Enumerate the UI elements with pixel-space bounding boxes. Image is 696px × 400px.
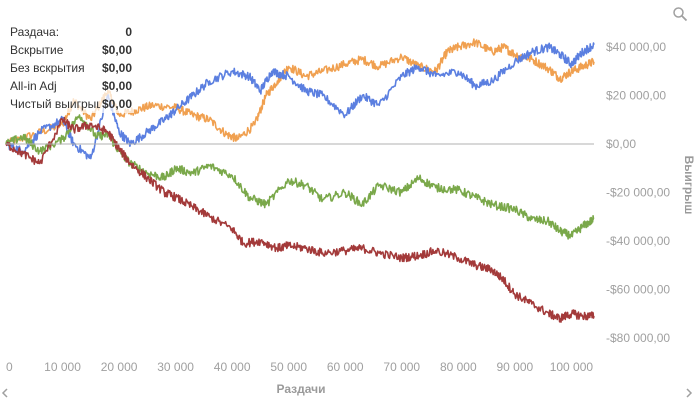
legend-row-allin-adj: All-in Adj $0,00 (6, 77, 134, 95)
x-tick-label: 80 000 (440, 360, 477, 374)
y-tick-label: -$80 000,00 (606, 331, 670, 345)
legend-label: Раздача: (10, 25, 60, 39)
legend-row-non-showdown: Без вскрытия $0,00 (6, 59, 134, 77)
x-tick-label: 0 (6, 360, 13, 374)
legend-value: $0,00 (101, 61, 132, 75)
legend-row-hand: Раздача: 0 (6, 23, 134, 41)
y-tick-label: -$20 000,00 (606, 186, 670, 200)
x-tick-label: 40 000 (214, 360, 251, 374)
x-tick-label: 60 000 (327, 360, 364, 374)
y-tick-label: -$40 000,00 (606, 234, 670, 248)
legend-label: Без вскрытия (10, 61, 85, 75)
legend-label: Чистый выигрыш (10, 97, 100, 111)
x-axis-title: Раздачи (277, 382, 326, 396)
series-line-2 (5, 114, 595, 240)
legend-value: 0 (125, 25, 132, 39)
x-tick-label: 10 000 (44, 360, 81, 374)
y-tick-label: $40 000,00 (606, 40, 666, 54)
legend-label: All-in Adj (10, 79, 57, 93)
y-axis-ticks: $40 000,00 $20 000,00 $0,00 -$20 000,00 -$40… (606, 40, 670, 345)
y-tick-label: $0,00 (606, 137, 636, 151)
chevron-right-icon[interactable] (684, 388, 694, 398)
series-line-0 (5, 38, 595, 146)
x-tick-label: 70 000 (383, 360, 420, 374)
x-tick-label: 90 000 (496, 360, 533, 374)
legend-row-net-won: Чистый выигрыш $0,00 (6, 95, 134, 113)
legend-value: $0,00 (101, 97, 132, 111)
zoom-icon[interactable] (672, 6, 688, 22)
legend-tooltip: Раздача: 0 Вскрытие $0,00 Без вскрытия $… (6, 23, 134, 113)
legend-value: $0,00 (101, 43, 132, 57)
chevron-left-icon[interactable] (0, 388, 10, 398)
legend-row-showdown: Вскрытие $0,00 (6, 41, 134, 59)
legend-label: Вскрытие (10, 43, 64, 57)
y-tick-label: -$60 000,00 (606, 282, 670, 296)
legend-value: $0,00 (101, 79, 132, 93)
x-tick-label: 30 000 (157, 360, 194, 374)
x-tick-label: 20 000 (101, 360, 138, 374)
y-tick-label: $20 000,00 (606, 89, 666, 103)
x-axis-ticks: 0 10 000 20 000 30 000 40 000 50 000 60 000 70 … (6, 360, 593, 374)
x-tick-label: 50 000 (270, 360, 307, 374)
x-tick-label: 100 000 (550, 360, 594, 374)
series-line-3 (5, 116, 595, 323)
y-axis-title: Выигрыш (682, 156, 696, 215)
